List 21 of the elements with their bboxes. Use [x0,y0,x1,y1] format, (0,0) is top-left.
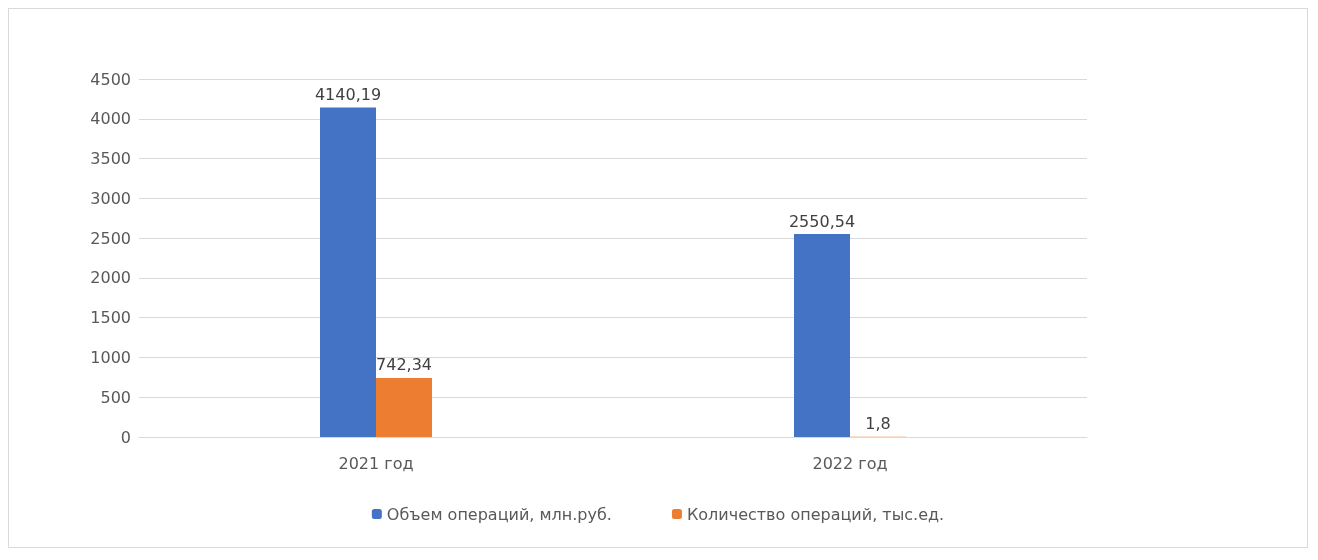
y-tick-label: 2500 [90,228,131,248]
y-tick-label: 0 [120,427,131,447]
x-tick-label: 2022 год [812,453,888,473]
y-tick-label: 2000 [90,268,131,288]
y-tick-label: 3500 [90,149,131,169]
legend-label: Объем операций, млн.руб. [386,504,612,524]
bar [794,234,850,437]
y-tick-label: 4500 [90,69,131,89]
bar [320,107,376,437]
x-tick-label: 2021 год [338,453,414,473]
y-tick-label: 500 [100,387,131,407]
data-label: 1,8 [865,414,891,434]
data-label: 742,34 [376,355,432,375]
y-tick-label: 1500 [90,308,131,328]
data-label: 2550,54 [788,211,856,231]
y-tick-label: 3000 [90,188,131,208]
data-label: 4140,19 [314,85,382,105]
y-tick-label: 1000 [90,347,131,367]
y-tick-label: 4000 [90,109,131,129]
legend-label: Количество операций, тыс.ед. [686,504,945,524]
bar [376,377,432,437]
